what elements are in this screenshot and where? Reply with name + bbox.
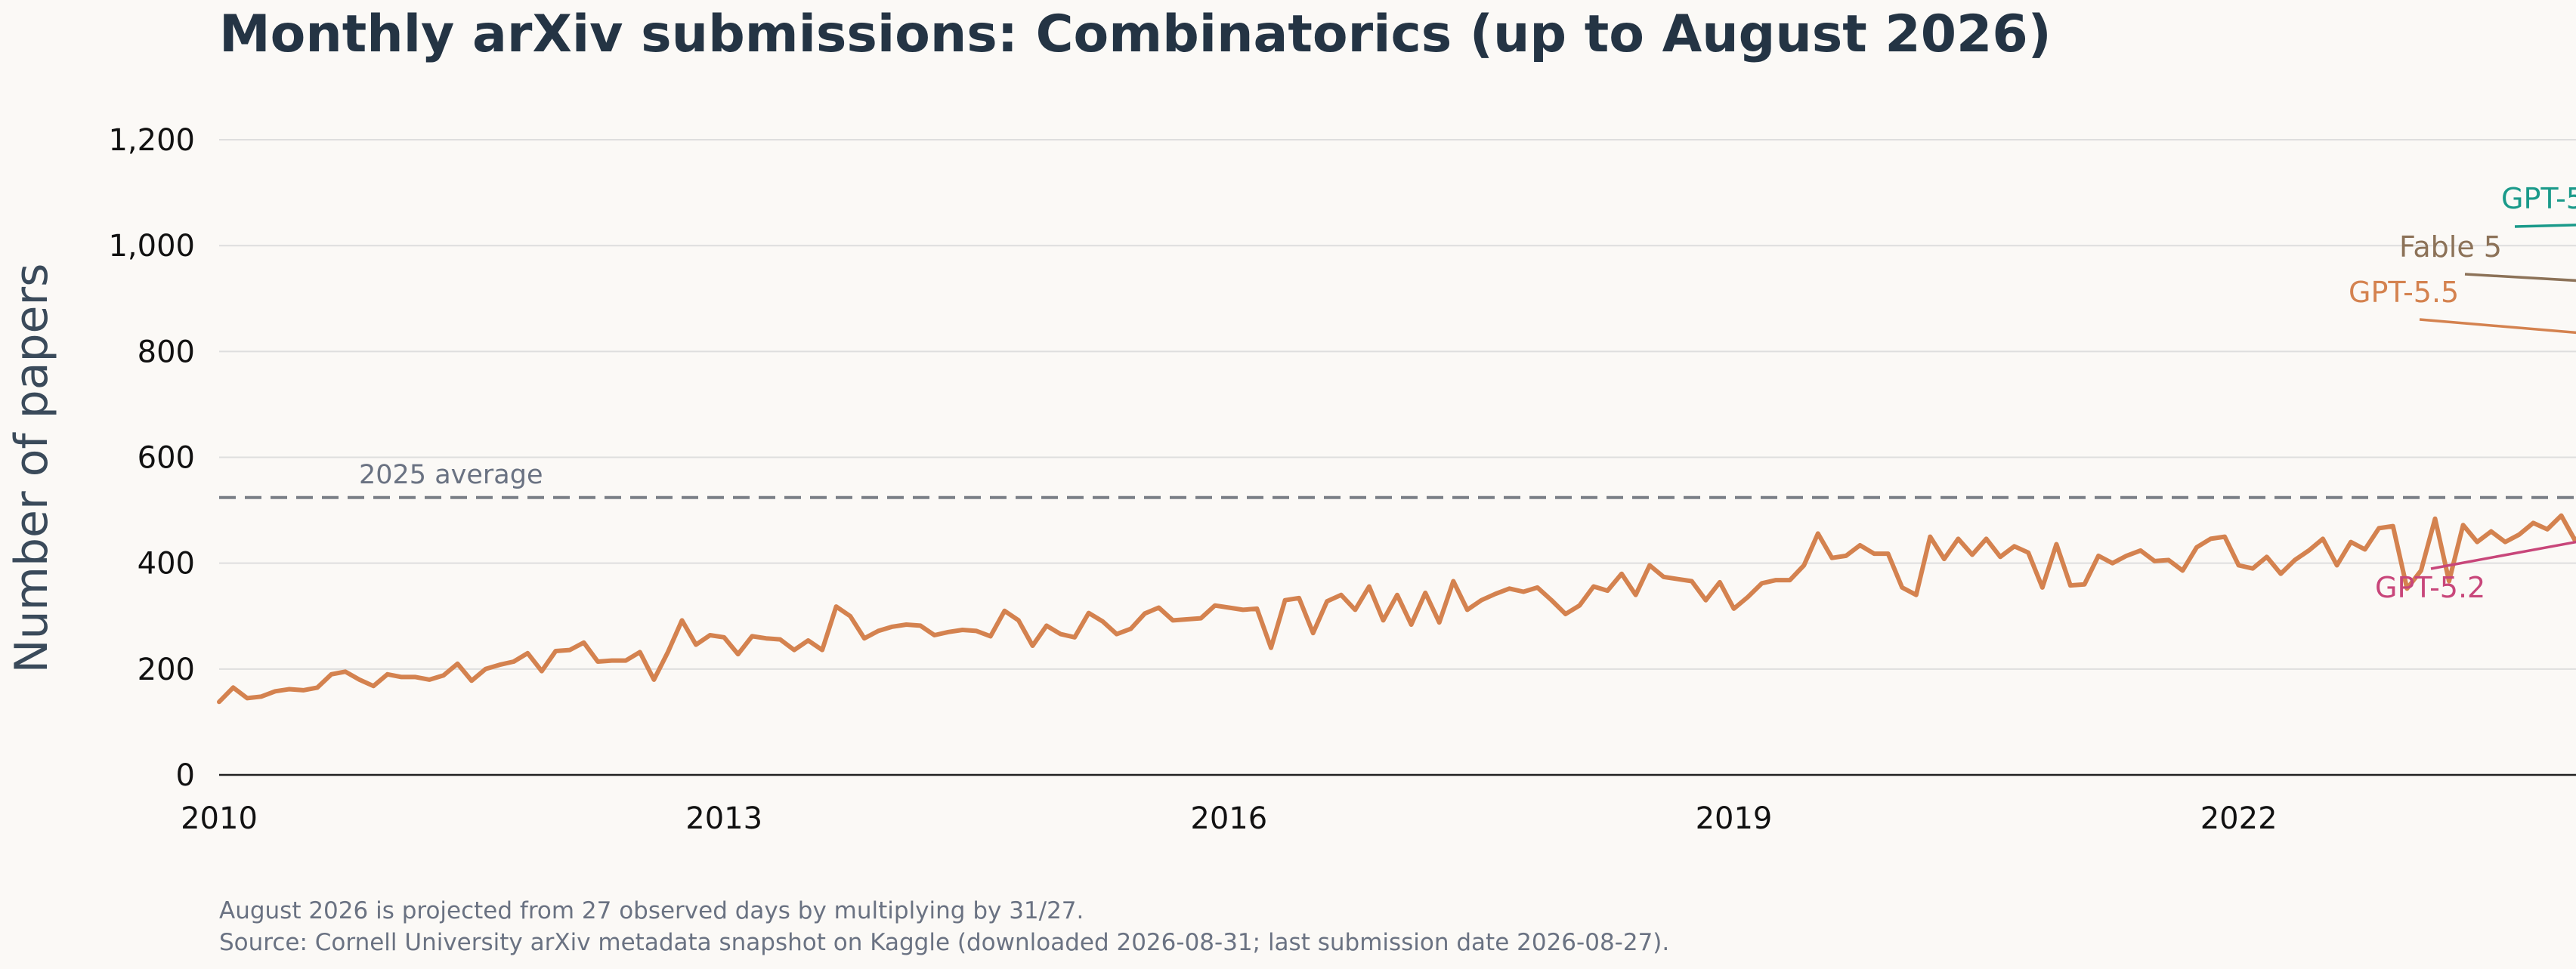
x-tick-label: 2019 [1696, 801, 1773, 836]
chart-title: Monthly arXiv submissions: Combinatorics… [219, 5, 2052, 64]
y-tick-label: 200 [138, 653, 195, 687]
annotation-label: GPT-5.5 [2349, 276, 2459, 309]
annotation-arrow [2464, 273, 2576, 282]
y-tick-label: 600 [138, 441, 195, 476]
annotation-label: GPT-5.2 [2375, 571, 2485, 604]
series-line [217, 513, 2576, 705]
y-axis-label: Number of papers [5, 264, 58, 674]
annotation-label: GPT-5.6 [2501, 182, 2576, 215]
x-tick-label: 2022 [2200, 801, 2278, 836]
average-label: 2025 average [359, 460, 543, 490]
footnote-source: Source: Cornell University arXiv metadat… [219, 929, 1669, 956]
x-tick-label: 2010 [181, 801, 258, 836]
y-tick-label: 800 [138, 335, 195, 369]
y-tick-label: 400 [138, 547, 195, 582]
x-tick-label: 2013 [685, 801, 762, 836]
x-tick-label: 2016 [1190, 801, 1267, 836]
annotation-arrow [2430, 540, 2576, 570]
y-tick-label: 1,200 [108, 123, 195, 158]
footnote-projection: August 2026 is projected from 27 observe… [219, 897, 1084, 924]
annotation-arrow [2419, 318, 2576, 335]
y-tick-label: 1,000 [108, 229, 195, 264]
annotation-arrow [2514, 224, 2576, 228]
annotation-label: Fable 5 [2399, 230, 2502, 264]
y-tick-label: 0 [176, 758, 195, 793]
